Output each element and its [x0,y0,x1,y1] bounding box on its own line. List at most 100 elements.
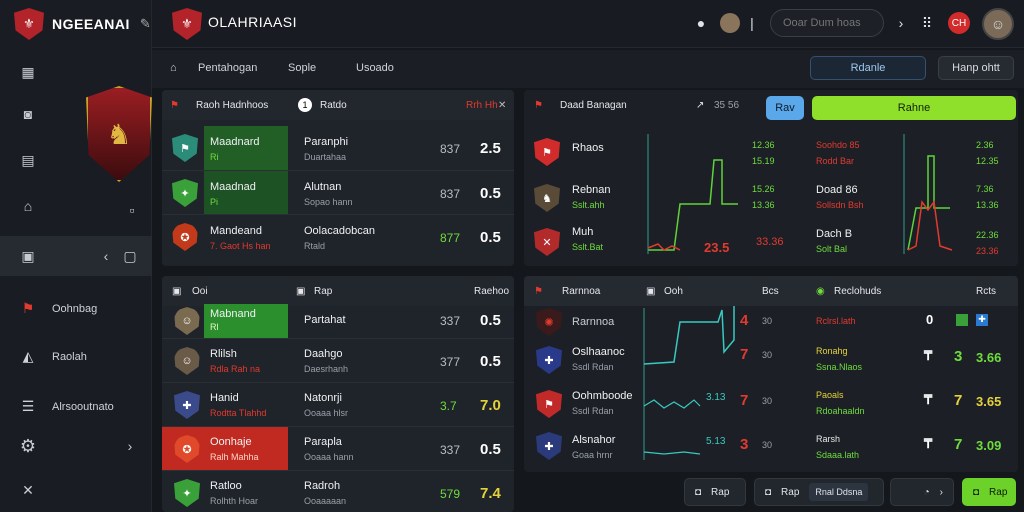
footer-button-2[interactable]: ◘ Rap Rnal Ddsna [754,478,884,506]
calendar-icon: ▣ [646,285,656,297]
opponent-sub: Sopao hann [304,197,353,207]
column-header[interactable]: Rcts [976,285,996,297]
footer-button-label: Rap [711,486,730,498]
table-row[interactable]: ☺ Rlilsh Rdla Rah na Daahgo Daesrhanh 37… [162,338,514,382]
footer-button-1[interactable]: ◘ Rap [684,478,746,506]
panel-title: Raoh Hadnhoos [196,99,269,111]
notification-badge[interactable]: CH [948,12,970,34]
tab-pentahogan[interactable]: Pentahogan [198,62,258,74]
info-icon[interactable]: 1 [298,98,312,112]
result-value: 3 [954,348,963,365]
chart-line-teal [643,306,735,365]
footer-button-3[interactable]: ◔ › [890,478,954,506]
opponent-name: Alutnan [304,181,342,193]
price-value: 15.19 [752,156,775,166]
pin-icon[interactable]: ₸ [924,348,933,363]
add-icon[interactable]: ✚ [976,314,988,326]
page-title: OLAHRIAASI [208,14,298,30]
footer-button-label: Rap [989,486,1008,498]
player-sub: Rdla Rah na [210,364,261,374]
small-square-icon[interactable]: ▫ [129,202,135,218]
sidebar-item-label: Oohnbag [52,302,98,315]
player-name: Ratloo [210,480,242,492]
market-name: Rhaos [572,142,604,154]
column-header[interactable]: Bcs [762,285,779,297]
pencil-icon[interactable]: ✎ [139,16,151,31]
stop-icon[interactable]: ▢ [123,247,137,264]
sidebar-item-oohnbag[interactable]: ⚑ Oohnbag [18,300,98,317]
chat-bubble-icon[interactable]: ● [696,15,706,31]
panel-markets: ⚑ Daad Banagan ↗ 35 56 Rav Rahne ⚑ Rhaos… [524,90,1018,266]
club-logo-icon: ⚜ [172,8,202,40]
column-header[interactable]: Raehoo [474,285,510,297]
chevron-right-icon[interactable]: › [127,438,133,454]
home-icon[interactable]: ⌂ [23,198,33,214]
sidebar-item-alrsooutnato[interactable]: ☰ Alrsooutnato [18,398,114,415]
score-value: 2.5 [480,140,501,157]
result-value: 7 [954,392,963,409]
tab-usoado[interactable]: Usoado [356,62,394,74]
search-input[interactable] [770,9,884,37]
arrow-up-icon[interactable]: ↗ [696,99,705,111]
rdanle-button[interactable]: Rdanle [810,56,926,80]
table-row[interactable]: ✦ Ratloo Rolhth Hoar Radroh Ooaaaaan 579… [162,470,514,512]
grid-icon[interactable]: ▦ [21,63,35,80]
sidebar-item-raolah[interactable]: ◭ Raolah [18,348,87,365]
team-sub: Goaa hrnr [572,450,613,460]
sidebar-active-row[interactable] [0,236,152,276]
standing-sub: Rdoahaaldn [816,406,865,416]
chart-line-teal-2 [643,399,701,409]
table-row[interactable]: ✪ Oonhaje Ralh Mahha Parapla Ooaaa hann … [162,426,514,470]
tab-sople[interactable]: Sople [288,62,317,74]
hanp-button[interactable]: Hanp ohtt [938,56,1014,80]
pin-icon[interactable]: ₸ [924,392,933,407]
table-row[interactable]: ☺ Mabnand Rl Partahat 337 0.5 [162,304,514,338]
gear-icon[interactable]: ⚙ [19,435,37,456]
home-icon[interactable]: ⌂ [170,62,177,74]
pin-icon[interactable]: ₸ [924,436,933,451]
standing-sub: Ssna.Nlaos [816,362,863,372]
standing-label: Ronahg [816,346,848,356]
status-square-icon [956,314,968,326]
close-icon[interactable]: ✕ [498,99,507,111]
opponent-sub: Ooaaa hlsr [304,408,349,418]
player-sub: Ralh Mahha [210,452,259,462]
folder-icon[interactable]: ▤ [21,151,35,168]
table-row[interactable]: ⚑ Maadnard Ri Paranphi Duartahaa 837 2.5 [162,126,514,170]
rank-value: 3 [740,436,749,453]
table-row[interactable]: ✪ Mandeand 7. Gaot Hs han Oolacadobcan R… [162,214,514,258]
camera-icon: ◘ [973,486,980,498]
table-row[interactable]: ✚ Hanid Rodtta Tlahhd Natonrji Ooaaa hls… [162,382,514,426]
odds-value: 877 [440,231,461,245]
avatar[interactable]: ☺ [982,8,1014,40]
opponent-name: Daahgo [304,348,343,360]
rav-button[interactable]: Rav [766,96,804,120]
opponent-name: Parapla [304,436,342,448]
chart-line-green-1 [648,159,738,251]
team-crest-icon: ⚑ [172,134,198,162]
price-value: 15.26 [752,184,775,194]
panel-header: ▣ Ooi ▣ Rap Raehoo [162,276,514,306]
market-label: Soohdo 85 [816,140,860,150]
player-sub: Rodtta Tlahhd [210,408,267,418]
avatar-small[interactable] [720,13,740,33]
stat-value: 3.65 [976,394,1002,409]
arrow-left-icon[interactable]: ‹ [103,248,109,264]
footer-button-primary[interactable]: ◘ Rap [962,478,1016,506]
odds-value: 337 [440,314,461,328]
chat-icon[interactable]: ◙ [23,106,33,122]
brand-title: NGEEANAI [52,16,130,32]
player-sub: Rl [210,322,219,332]
apps-grid-icon[interactable]: ⠿ [921,14,933,31]
table-row[interactable]: ✦ Maadnad Pi Alutnan Sopao hann 837 0.5 [162,170,514,214]
brand[interactable]: ⚜ NGEEANAI ✎ [14,8,151,40]
rahne-button[interactable]: Rahne [812,96,1016,120]
arrow-icon[interactable]: › [898,15,904,31]
price-value: 23.36 [976,246,999,256]
team-crest-icon: ✦ [174,479,200,507]
odds-value: 837 [440,142,461,156]
calendar-icon[interactable]: ▣ [21,247,35,264]
market-label: Solt Bal [816,244,848,254]
market-name: Muh [572,226,594,238]
